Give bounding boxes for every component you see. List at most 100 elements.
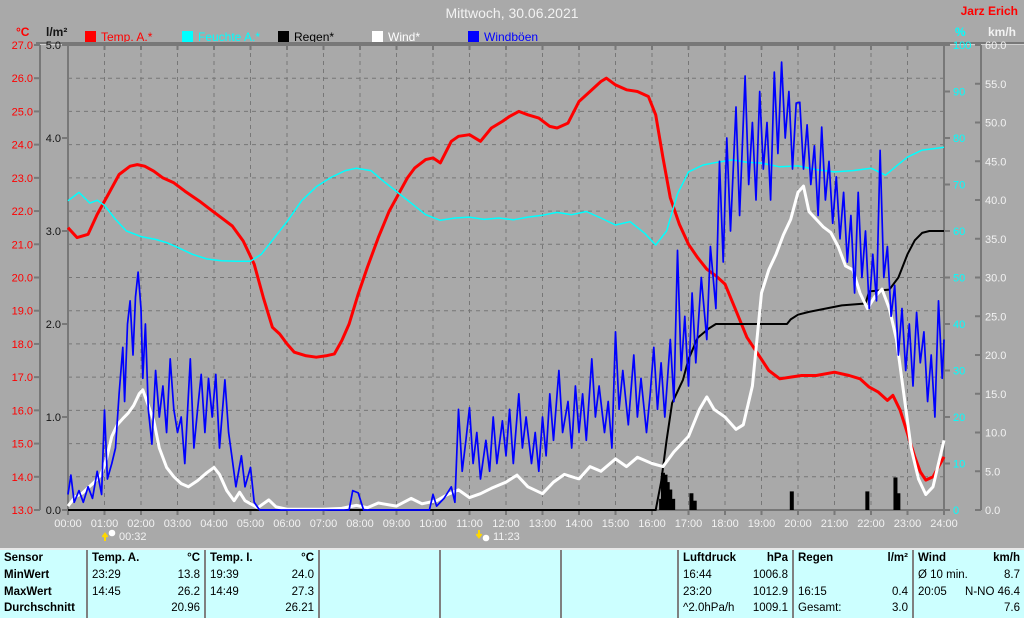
- value-number: 27.3: [291, 585, 314, 598]
- regen-rate--bar: [692, 500, 697, 510]
- rain-axis-unit-label: l/m²: [46, 25, 68, 39]
- rain-axis-tick-label: 0.0: [46, 505, 61, 517]
- wind-axis-tick-label: 5.0: [985, 466, 1000, 478]
- x-axis-tick-label: 16:00: [638, 518, 666, 530]
- x-axis-tick-label: 11:00: [456, 518, 483, 530]
- value-number: 1012.9: [752, 585, 788, 598]
- temp-axis-tick-label: 25.0: [12, 106, 33, 118]
- table-row-label: Sensor: [4, 552, 43, 564]
- table-value-row: 14:45 26.2: [92, 584, 200, 601]
- table-value-row: [798, 567, 908, 584]
- wind-axis-tick-label: 40.0: [985, 195, 1006, 207]
- legend-swatch-icon: [85, 31, 96, 42]
- table-value-row: 16:44 1006.8: [683, 567, 788, 584]
- value-time: 19:39: [210, 568, 239, 581]
- table-value-row: [324, 600, 435, 617]
- legend-label: Windböen: [484, 30, 539, 44]
- table-value-row: 7.6: [918, 600, 1020, 617]
- temp-axis-tick-label: 27.0: [12, 40, 33, 52]
- value-time: 16:44: [683, 568, 712, 581]
- regen-rate--bar: [668, 489, 673, 510]
- temp-axis-tick-label: 16.0: [12, 405, 33, 417]
- moonset-marker: 11:23: [475, 529, 520, 544]
- table-header-row: Temp. I. °C: [210, 550, 314, 567]
- temp-a--series-line: [66, 76, 946, 482]
- table-column-wind: Wind km/h Ø 10 min. 8.7 20:05 N-NO 46.4 7.6: [914, 550, 1024, 618]
- x-axis-tick-label: 24:00: [930, 518, 958, 530]
- table-row-labels-column: Sensor MinWert MaxWert Durchschnitt: [0, 550, 88, 618]
- value-number: 13.8: [177, 568, 200, 581]
- x-axis-tick-label: 03:00: [164, 518, 192, 530]
- hum-axis-tick-label: 40: [953, 319, 965, 331]
- wind-axis-tick-label: 35.0: [985, 234, 1006, 246]
- table-value-row: 26.21: [210, 600, 314, 617]
- column-unit: °C: [187, 552, 200, 564]
- table-column-temp-i-: Temp. I. °C 19:39 24.0 14:49 27.3 26.21: [206, 550, 320, 618]
- regen-rate--bar: [893, 477, 898, 510]
- temp-axis-tick-label: 22.0: [12, 206, 33, 218]
- table-value-row: ^2.0hPa/h 1009.1: [683, 600, 788, 617]
- table-value-row: [445, 600, 556, 617]
- table-value-row: Gesamt: 3.0: [798, 600, 908, 617]
- hum-axis-tick-label: 90: [953, 87, 965, 99]
- table-value-row: 14:49 27.3: [210, 584, 314, 601]
- x-axis-tick-label: 14:00: [565, 518, 593, 530]
- x-axis-tick-label: 21:00: [821, 518, 849, 530]
- table-value-row: [566, 600, 673, 617]
- table-value-row: 23:29 13.8: [92, 567, 200, 584]
- rain-axis-tick-label: 5.0: [46, 40, 61, 52]
- x-axis-tick-label: 22:00: [857, 518, 885, 530]
- table-value-row: 16:15 0.4: [798, 584, 908, 601]
- legend-swatch-icon: [278, 31, 289, 42]
- table-value-row: 20:05 N-NO 46.4: [918, 584, 1020, 601]
- hum-axis-tick-label: 0: [953, 505, 959, 517]
- value-time: 20:05: [918, 585, 947, 598]
- table-value-row: 23:20 1012.9: [683, 584, 788, 601]
- value-time: 14:45: [92, 585, 121, 598]
- wind-axis-tick-label: 50.0: [985, 118, 1006, 130]
- x-axis-tick-label: 23:00: [894, 518, 922, 530]
- regen-rate--bar: [665, 482, 670, 510]
- value-time: 23:29: [92, 568, 121, 581]
- value-number: 26.21: [285, 602, 314, 615]
- wind-axis-tick-label: 45.0: [985, 156, 1006, 168]
- hum-axis-tick-label: 100: [953, 40, 971, 52]
- legend-swatch-icon: [182, 31, 193, 42]
- value-number: 3.0: [892, 602, 908, 615]
- wind-axis-tick-label: 20.0: [985, 350, 1006, 362]
- regen-rate--bar: [663, 474, 668, 510]
- x-axis-tick-label: 09:00: [383, 518, 411, 530]
- table-value-row: 20.96: [92, 600, 200, 617]
- value-number: 7.6: [1004, 602, 1020, 615]
- value-time: Gesamt:: [798, 602, 842, 615]
- wind--series-line: [66, 184, 946, 511]
- windb-en-series-line: [67, 61, 945, 511]
- value-number: 20.96: [171, 602, 200, 615]
- x-axis-tick-label: 07:00: [310, 518, 338, 530]
- table-value-row: [324, 584, 435, 601]
- column-unit: km/h: [993, 552, 1020, 564]
- column-header: Luftdruck: [683, 552, 737, 564]
- wind-axis-tick-label: 0.0: [985, 505, 1000, 517]
- legend-label: Temp. A.*: [101, 30, 153, 44]
- x-axis-tick-label: 01:00: [91, 518, 119, 530]
- hum-axis-tick-label: 70: [953, 180, 965, 192]
- regen-rate--bar: [865, 491, 870, 510]
- chart-plot-area: 27.0 26.0 25.0 24.0 23.0 22.0 21.0 20.0 19.0 18.0…: [12, 40, 1007, 530]
- x-axis-tick-label: 08:00: [346, 518, 374, 530]
- table-column-luftdruck: Luftdruck hPa 16:44 1006.8 23:20 1012.9 ^2.0hP…: [679, 550, 794, 618]
- table-column-empty-2: [320, 550, 441, 618]
- temp-axis-tick-label: 21.0: [12, 239, 33, 251]
- temp-axis-tick-label: 18.0: [12, 339, 33, 351]
- table-column-temp-a-: Temp. A. °C 23:29 13.8 14:45 26.2 20.96: [88, 550, 206, 618]
- value-number: 24.0: [291, 568, 314, 581]
- rain-axis-tick-label: 3.0: [46, 226, 61, 238]
- legend-item-3: Regen*: [278, 30, 334, 44]
- temp-axis-tick-label: 20.0: [12, 273, 33, 285]
- statistics-table: Sensor MinWert MaxWert Durchschnitt Temp. A.…: [0, 548, 1024, 618]
- x-axis-tick-label: 17:00: [675, 518, 703, 530]
- wind-axis-unit-label: km/h: [988, 25, 1017, 39]
- humidity-axis-unit-label: %: [955, 25, 966, 39]
- value-time: 16:15: [798, 585, 827, 598]
